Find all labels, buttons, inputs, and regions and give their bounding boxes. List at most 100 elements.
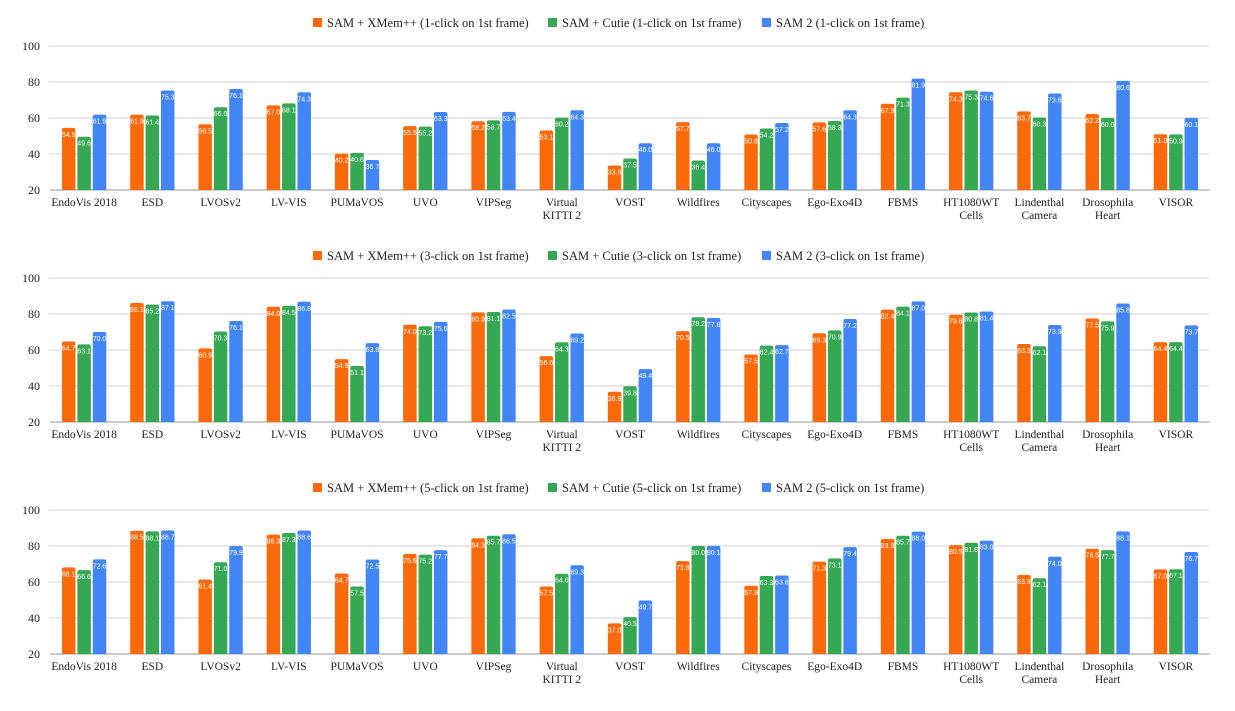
y-tick-label: 80 (28, 539, 40, 553)
x-category-label: UVO (413, 661, 438, 673)
x-category-label: ESD (141, 661, 163, 673)
data-label: 81.1 (487, 316, 501, 323)
bar (607, 391, 622, 422)
x-category-label: EndoVis 2018 (51, 429, 117, 441)
data-label: 75.3 (964, 94, 978, 101)
data-label: 56.6 (540, 360, 554, 367)
bar (297, 92, 311, 190)
y-tick-label: 60 (28, 343, 40, 357)
x-category-label: Drosophila (1082, 197, 1133, 209)
data-label: 62.4 (760, 350, 774, 357)
data-label: 84.0 (267, 311, 281, 318)
data-label: 64.3 (843, 114, 857, 121)
data-label: 33.6 (608, 170, 622, 177)
data-label: 37.5 (623, 163, 637, 170)
data-label: 63.7 (1017, 115, 1031, 122)
data-label: 40.5 (623, 621, 637, 628)
y-tick-label: 60 (28, 575, 40, 589)
bar (570, 565, 584, 654)
data-label: 64.3 (555, 346, 569, 353)
bar (555, 342, 569, 422)
data-label: 85.7 (487, 540, 501, 547)
bar (1184, 551, 1199, 654)
data-label: 79.6 (949, 319, 963, 326)
bar (1017, 111, 1031, 190)
bar (61, 341, 76, 422)
data-label: 67.0 (1154, 573, 1168, 580)
x-category-label: Camera (1022, 674, 1058, 686)
data-label: 54.2 (760, 132, 774, 139)
data-label: 58.3 (828, 125, 842, 132)
legend-label: SAM + Cutie (5-click on 1st frame) (562, 481, 741, 495)
x-category-label: Wildfires (677, 197, 720, 209)
x-category-label: KITTI 2 (542, 210, 581, 222)
legend-label: SAM + XMem++ (1-click on 1st frame) (327, 16, 529, 30)
bar (1153, 342, 1168, 422)
bar (130, 114, 144, 190)
data-label: 70.0 (93, 336, 107, 343)
bar (365, 159, 380, 190)
bar (979, 91, 994, 190)
bar (77, 570, 91, 654)
x-category-label: Drosophila (1082, 429, 1133, 441)
x-category-label: LVOSv2 (200, 661, 241, 673)
x-category-label: VIPSeg (476, 661, 512, 673)
bar (744, 134, 758, 190)
bar (539, 586, 554, 654)
data-label: 69.2 (570, 337, 584, 344)
legend-swatch (762, 251, 771, 260)
x-category-label: HT1080WT (943, 429, 999, 441)
data-label: 54.9 (335, 363, 349, 370)
bar (676, 122, 690, 190)
bar (1032, 117, 1047, 190)
bar (949, 314, 963, 422)
data-label: 57.5 (540, 591, 554, 598)
bar (911, 301, 926, 422)
data-label: 62.1 (1033, 582, 1047, 589)
legend-label: SAM 2 (5-click on 1st frame) (776, 481, 924, 495)
y-tick-label: 40 (28, 147, 40, 161)
x-category-label: UVO (413, 197, 438, 209)
y-tick-label: 20 (28, 647, 40, 661)
x-category-label: Heart (1095, 442, 1121, 454)
bar (1169, 134, 1183, 190)
data-label: 75.6 (434, 326, 448, 333)
bar (706, 317, 721, 422)
bar (145, 531, 160, 654)
bar (145, 115, 160, 190)
y-tick-label: 40 (28, 379, 40, 393)
bar (282, 305, 296, 422)
bar (334, 359, 349, 422)
x-category-label: Wildfires (677, 661, 720, 673)
legend-swatch (762, 18, 771, 27)
bar (555, 573, 569, 654)
data-label: 77.7 (434, 554, 448, 561)
bar (1017, 344, 1031, 422)
bar (213, 107, 228, 190)
bar (1085, 318, 1099, 422)
data-label: 77.8 (707, 322, 721, 329)
data-label: 88.0 (912, 536, 926, 543)
bar (92, 114, 107, 190)
x-category-label: Virtual (546, 197, 578, 209)
bar (964, 542, 978, 654)
bar (676, 561, 690, 654)
legend-label: SAM 2 (1-click on 1st frame) (776, 16, 924, 30)
bar (266, 534, 281, 654)
data-label: 55.5 (403, 130, 417, 137)
bar (555, 117, 569, 190)
bar (1169, 569, 1183, 654)
bar (334, 573, 349, 654)
bar (92, 332, 107, 422)
chart-panel-1: 20 40 60 80 100 SAM + XMem++ (1-click on 1st … (22, 16, 1210, 222)
bar (896, 535, 910, 654)
data-label: 36.8 (608, 396, 622, 403)
bar (213, 562, 228, 654)
bar (365, 343, 380, 422)
data-label: 69.3 (570, 569, 584, 576)
data-label: 77.2 (843, 323, 857, 330)
x-category-label: Cityscapes (742, 197, 792, 209)
data-label: 50.9 (1169, 138, 1183, 145)
data-label: 75.2 (418, 559, 432, 566)
